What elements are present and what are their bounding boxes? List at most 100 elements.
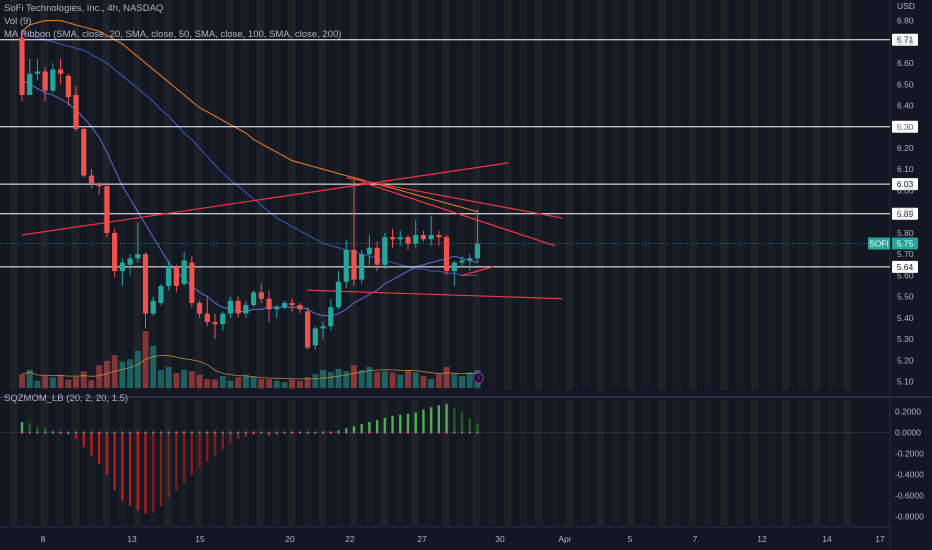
volume-bar — [73, 377, 80, 388]
volume-bar — [196, 374, 203, 388]
squeeze-dot — [128, 431, 132, 434]
chart-title: SoFi Technologies, Inc., 4h, NASDAQ — [4, 3, 164, 14]
volume-bar — [181, 370, 188, 388]
volume-bar — [96, 365, 103, 388]
momentum-bar — [105, 432, 109, 475]
volume-bar — [88, 380, 95, 388]
squeeze-dot — [368, 431, 371, 434]
ma-ribbon-legend[interactable]: MA Ribbon (SMA, close, 20, SMA, close, 5… — [4, 29, 342, 40]
momentum-bar — [414, 412, 417, 433]
candle-body — [428, 235, 434, 240]
symbol-label: SOFI — [869, 239, 889, 249]
squeeze-dot — [460, 431, 464, 434]
volume-bar — [19, 374, 25, 388]
squeeze-dot — [314, 431, 317, 434]
volume-bar — [343, 371, 350, 388]
candle-body — [366, 247, 372, 255]
candle-body — [19, 37, 25, 95]
squeeze-dot — [476, 431, 479, 434]
candle-body — [413, 235, 419, 244]
candle-body — [297, 305, 303, 310]
squeeze-dot — [283, 431, 286, 434]
volume-bar — [350, 365, 357, 388]
session-band-osc — [781, 400, 790, 525]
momentum-bar — [445, 404, 448, 433]
osc-tick-label: -0.2000 — [895, 449, 924, 459]
squeeze-momentum-legend[interactable]: SQZMOM_LB (20, 2, 20, 1.5) — [4, 393, 129, 404]
volume-bar — [57, 374, 64, 388]
session-band-price — [426, 0, 435, 390]
ma-100-line — [21, 20, 478, 213]
candle-body — [289, 302, 295, 306]
session-band-price — [40, 0, 49, 390]
session-band-osc — [611, 400, 620, 525]
volume-bar — [312, 374, 319, 388]
lightning-icon: ⚡ — [475, 373, 481, 383]
squeeze-dot — [260, 431, 263, 434]
time-tick-label: 5 — [628, 534, 633, 544]
level-price-tag — [892, 120, 918, 133]
session-band-osc — [550, 400, 558, 525]
time-tick-label: 14 — [822, 534, 832, 544]
momentum-bar — [345, 428, 348, 433]
volume-bar — [358, 370, 365, 388]
candle-body — [189, 262, 195, 303]
momentum-bar — [229, 432, 232, 444]
time-tick-label: Apr — [558, 534, 571, 544]
price-tick-label: 5.30 — [897, 334, 914, 344]
momentum-bar — [422, 409, 425, 433]
squeeze-dot — [360, 431, 363, 434]
session-band-price — [627, 0, 636, 390]
session-band-price — [658, 0, 666, 390]
candle-body — [359, 254, 365, 280]
candle-body — [96, 184, 102, 187]
session-band-price — [318, 0, 327, 390]
momentum-bar — [368, 422, 371, 433]
session-band-price — [828, 0, 836, 390]
momentum-bar — [20, 422, 24, 433]
squeeze-dot — [445, 431, 448, 434]
osc-tick-label: -0.4000 — [895, 470, 924, 480]
candle-body — [135, 254, 141, 259]
session-band-osc — [766, 400, 774, 525]
squeeze-dot — [329, 431, 332, 434]
session-band-osc — [642, 400, 651, 525]
candle-body — [104, 186, 110, 233]
level-price-tag — [892, 33, 918, 46]
level-price-tag — [892, 178, 918, 191]
session-band-price — [611, 0, 620, 390]
squeeze-dot — [337, 431, 340, 434]
session-band-osc — [689, 400, 697, 525]
momentum-bar — [144, 432, 147, 514]
price-tick-label: 5.50 — [897, 292, 914, 302]
squeeze-dot — [291, 431, 294, 434]
session-band-price — [704, 0, 713, 390]
volume-bar — [266, 379, 273, 388]
volume-bar — [242, 374, 249, 388]
momentum-bar — [453, 407, 456, 433]
squeeze-dot — [113, 431, 116, 434]
squeeze-dot — [82, 431, 85, 434]
momentum-bar — [267, 432, 271, 436]
session-band-price — [488, 0, 497, 390]
candle-body — [382, 237, 388, 265]
volume-bar — [281, 382, 288, 388]
session-band-osc — [565, 400, 574, 525]
volume-bar — [304, 377, 311, 388]
volume-legend[interactable]: Vol (9) — [4, 16, 32, 27]
session-band-osc — [380, 400, 388, 525]
volume-bar — [412, 372, 419, 388]
momentum-bar — [399, 414, 402, 433]
candle-body — [467, 258, 473, 261]
momentum-bar — [206, 432, 209, 462]
momentum-bar — [74, 432, 78, 439]
candle-body — [312, 328, 318, 346]
squeeze-dot — [375, 431, 379, 434]
momentum-bar — [437, 405, 441, 433]
session-band-osc — [658, 400, 666, 525]
volume-bar — [389, 372, 396, 388]
level-price-label: 5.64 — [897, 262, 914, 272]
volume-bar — [165, 367, 172, 388]
time-tick-label: 13 — [127, 534, 137, 544]
